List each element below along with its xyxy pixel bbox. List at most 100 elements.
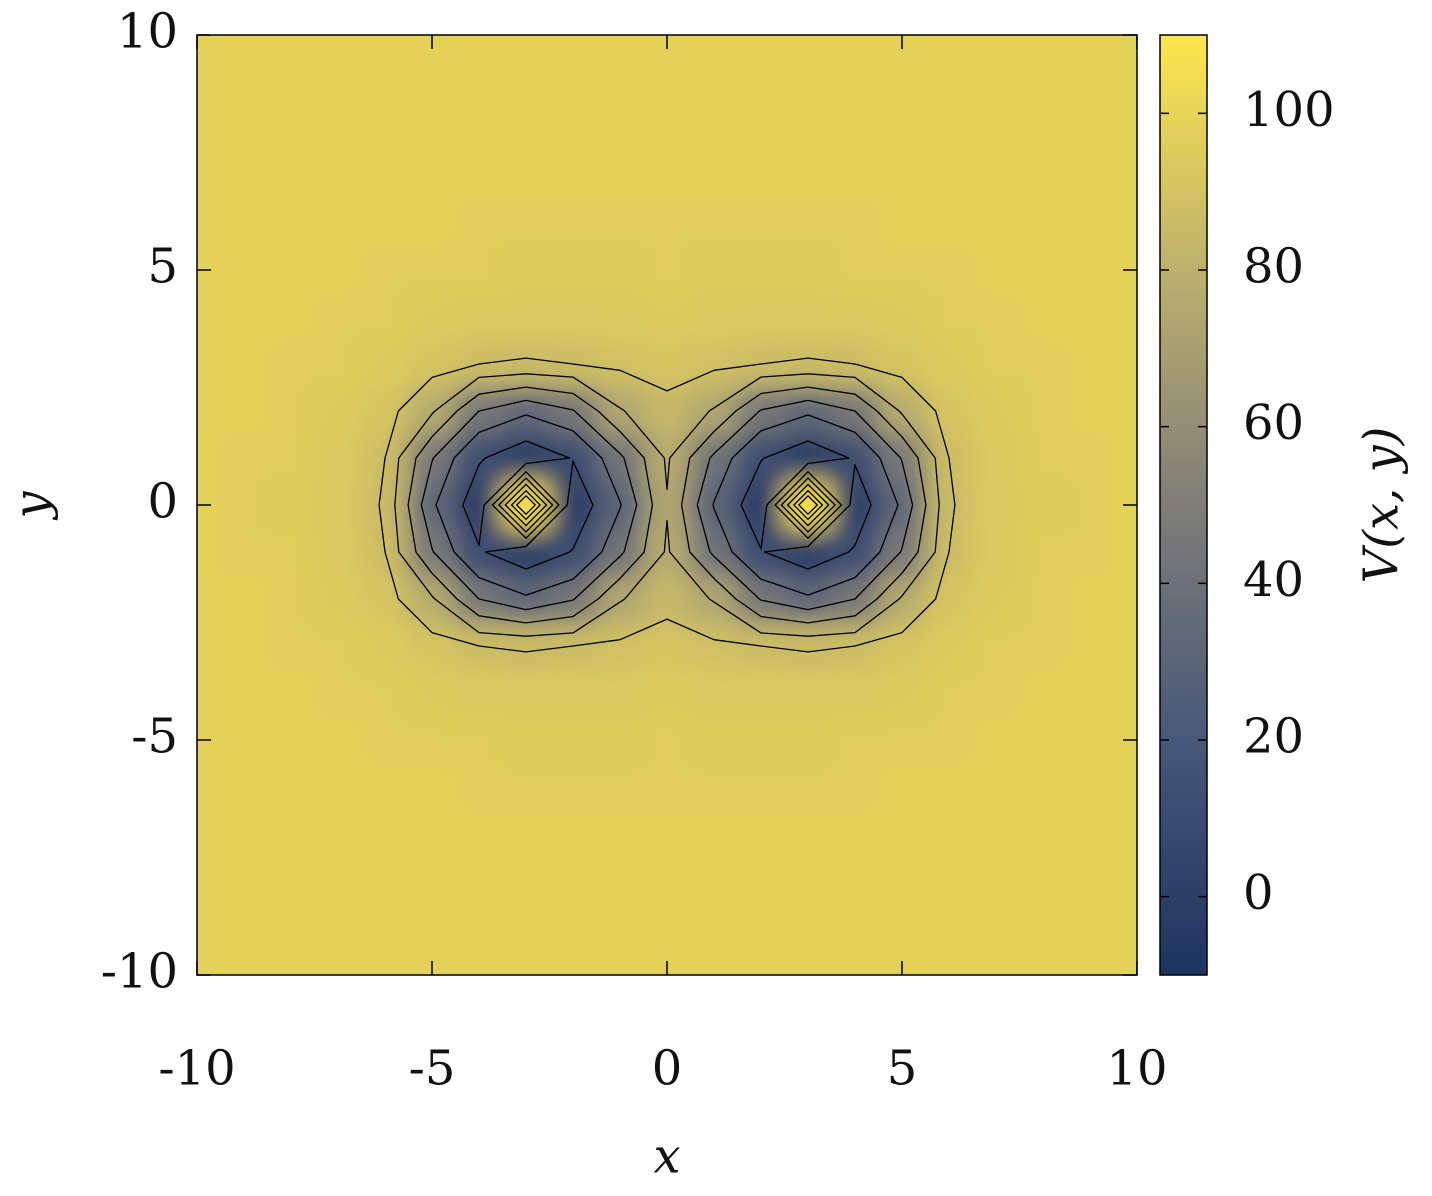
heatmap-cell xyxy=(267,904,315,952)
heatmap-cell xyxy=(314,58,362,106)
heatmap-cell xyxy=(220,387,268,435)
heatmap-cell xyxy=(197,105,221,153)
heatmap-cell xyxy=(1066,857,1114,905)
heatmap-cell xyxy=(784,763,832,811)
heatmap-cell xyxy=(1019,387,1067,435)
heatmap-cell xyxy=(737,575,785,623)
heatmap-cell xyxy=(1019,857,1067,905)
heatmap-cell xyxy=(267,387,315,435)
contour-line xyxy=(378,357,956,653)
heatmap-cell xyxy=(878,58,926,106)
heatmap-cell xyxy=(455,528,503,576)
heatmap-cell xyxy=(690,669,738,717)
heatmap-cell xyxy=(831,904,879,952)
heatmap-cell xyxy=(502,904,550,952)
heatmap-cell xyxy=(784,387,832,435)
heatmap-cell xyxy=(1113,622,1137,670)
heatmap-cell xyxy=(643,152,691,200)
heatmap-cell xyxy=(502,340,550,388)
heatmap-cell xyxy=(1113,857,1137,905)
heatmap-cell xyxy=(220,246,268,294)
heatmap-cell xyxy=(1019,340,1067,388)
heatmap-cell xyxy=(596,35,644,59)
heatmap-cell xyxy=(408,810,456,858)
heatmap-cell xyxy=(314,434,362,482)
heatmap-cell xyxy=(784,669,832,717)
heatmap-cell xyxy=(972,857,1020,905)
heatmap-cell xyxy=(925,105,973,153)
heatmap-cell xyxy=(831,246,879,294)
heatmap-cell xyxy=(925,387,973,435)
heatmap-cell xyxy=(737,528,785,576)
heatmap-cell xyxy=(220,810,268,858)
heatmap-cell xyxy=(455,58,503,106)
heatmap-cell xyxy=(925,904,973,952)
heatmap-cell xyxy=(972,669,1020,717)
heatmap-cell xyxy=(972,810,1020,858)
heatmap-cell xyxy=(197,622,221,670)
heatmap-cell xyxy=(784,152,832,200)
heatmap-cell xyxy=(314,340,362,388)
heatmap-cell xyxy=(925,35,973,59)
heatmap-cell xyxy=(220,951,268,975)
heatmap-cell xyxy=(502,763,550,811)
heatmap-cell xyxy=(1019,810,1067,858)
heatmap-cell xyxy=(549,857,597,905)
heatmap-cell xyxy=(408,58,456,106)
heatmap-cell xyxy=(549,35,597,59)
heatmap-cell xyxy=(972,152,1020,200)
heatmap-cell xyxy=(1019,528,1067,576)
heatmap-cell xyxy=(690,528,738,576)
heatmap-cell xyxy=(1113,575,1137,623)
heatmap-cell xyxy=(925,481,973,529)
heatmap-cell xyxy=(314,481,362,529)
heatmap-cell xyxy=(220,152,268,200)
heatmap-cell xyxy=(878,293,926,341)
heatmap-cell xyxy=(549,246,597,294)
heatmap-cell xyxy=(197,951,221,975)
heatmap-cell xyxy=(220,105,268,153)
heatmap-cell xyxy=(878,763,926,811)
heatmap-cell xyxy=(197,340,221,388)
heatmap-cell xyxy=(314,810,362,858)
heatmap-cell xyxy=(549,105,597,153)
heatmap-cell xyxy=(455,716,503,764)
heatmap-cell xyxy=(972,293,1020,341)
heatmap-cell xyxy=(784,246,832,294)
heatmap-cell xyxy=(549,716,597,764)
heatmap-cell xyxy=(1019,152,1067,200)
heatmap-cell xyxy=(1113,35,1137,59)
heatmap-cell xyxy=(1066,716,1114,764)
heatmap-cell xyxy=(737,199,785,247)
heatmap-cell xyxy=(1019,35,1067,59)
heatmap-cell xyxy=(314,387,362,435)
y-tick-label: -10 xyxy=(101,944,178,1000)
heatmap-cell xyxy=(831,35,879,59)
heatmap-cell xyxy=(1066,575,1114,623)
heatmap-cell xyxy=(925,575,973,623)
heatmap-cell xyxy=(314,763,362,811)
heatmap-cell xyxy=(1113,105,1137,153)
heatmap-cell xyxy=(690,857,738,905)
heatmap-cell xyxy=(455,763,503,811)
heatmap-cell xyxy=(502,575,550,623)
heatmap-cell xyxy=(361,35,409,59)
heatmap-cell xyxy=(690,246,738,294)
heatmap-cell xyxy=(361,669,409,717)
heatmap-cell xyxy=(690,152,738,200)
heatmap-cell xyxy=(737,763,785,811)
heatmap-cell xyxy=(502,35,550,59)
heatmap-cell xyxy=(1019,951,1067,975)
heatmap-cell xyxy=(972,528,1020,576)
heatmap-cell xyxy=(878,575,926,623)
heatmap-cell xyxy=(925,58,973,106)
heatmap-cell xyxy=(737,387,785,435)
heatmap-cell xyxy=(643,904,691,952)
colorbar-tick-label: 100 xyxy=(1243,82,1335,138)
heatmap-cell xyxy=(361,246,409,294)
heatmap-cell xyxy=(267,810,315,858)
heatmap-cell xyxy=(972,716,1020,764)
heatmap-cell xyxy=(220,763,268,811)
heatmap-cell xyxy=(1113,387,1137,435)
